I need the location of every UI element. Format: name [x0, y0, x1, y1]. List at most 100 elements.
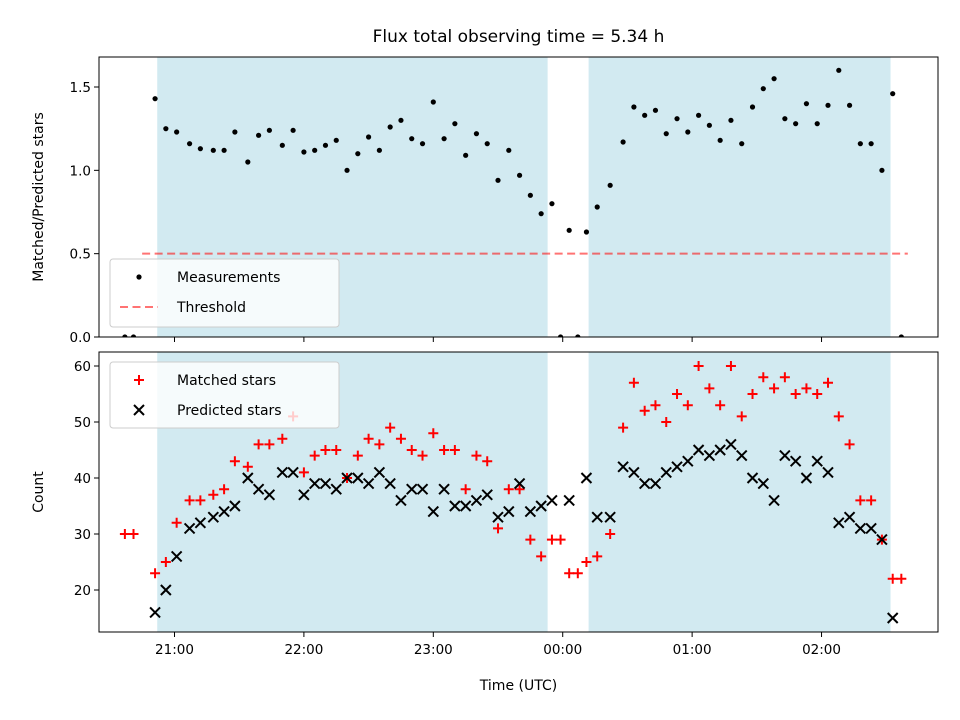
predicted-star-point — [229, 500, 241, 512]
x-tick-label: 02:00 — [802, 642, 841, 658]
x-tick-label: 23:00 — [414, 642, 453, 658]
matched-star-point — [331, 445, 342, 455]
measurement-point — [695, 112, 702, 118]
measurement-point — [652, 107, 659, 113]
measurement-point — [398, 117, 404, 123]
matched-star-point — [363, 433, 374, 444]
predicted-star-point — [671, 461, 683, 473]
predicted-star-point — [843, 511, 856, 523]
measurement-point — [594, 204, 600, 210]
predicted-star-point — [513, 477, 526, 490]
matched-star-point — [682, 400, 693, 411]
matched-star-point — [887, 573, 898, 584]
predicted-star-point — [757, 477, 770, 490]
predicted-star-point — [459, 500, 472, 512]
matched-star-point — [747, 389, 758, 399]
predicted-star-point — [160, 584, 172, 596]
matched-star-point — [564, 568, 575, 579]
measurement-point — [290, 127, 296, 133]
measurement-point — [575, 334, 581, 337]
measurement-point — [706, 122, 712, 128]
legend-label: Matched stars — [177, 373, 276, 389]
matched-star-point — [503, 484, 514, 495]
x-tick-label: 00:00 — [543, 642, 582, 658]
measurement-point — [583, 229, 590, 235]
matched-star-point — [428, 428, 439, 439]
matched-star-point — [208, 489, 219, 500]
matched-star-point — [833, 411, 844, 422]
panel-1-frame — [98, 56, 939, 338]
matched-star-point — [460, 484, 471, 495]
measurement-point — [279, 142, 285, 148]
predicted-star-point — [524, 505, 537, 518]
predicted-star-point — [308, 477, 321, 490]
legend-label: Threshold — [176, 300, 246, 316]
panel-2-frame — [98, 351, 939, 633]
measurement-point — [717, 137, 723, 143]
predicted-star-point — [789, 455, 802, 467]
y-tick-label: 30 — [74, 527, 91, 543]
measurement-point — [685, 129, 691, 135]
matched-star-point — [320, 445, 331, 455]
measurement-point — [631, 104, 637, 110]
measurement-point — [663, 131, 669, 137]
matched-star-point — [253, 439, 264, 450]
measurement-point — [186, 141, 193, 147]
y-axis-label: Count — [31, 471, 47, 513]
measurement-point — [221, 147, 227, 153]
y-tick-label: 0.5 — [70, 247, 91, 263]
predicted-star-point — [591, 511, 603, 523]
matched-star-point — [769, 383, 780, 394]
measurement-point — [256, 132, 262, 138]
matched-star-point — [628, 377, 639, 388]
measurement-point — [312, 147, 318, 153]
matched-star-point — [866, 495, 877, 506]
matched-star-point — [844, 439, 855, 450]
measurement-point — [527, 192, 533, 198]
measurement-point — [890, 91, 896, 97]
predicted-star-point — [207, 511, 220, 523]
predicted-star-point — [563, 494, 575, 507]
predicted-star-point — [617, 461, 629, 473]
matched-star-point — [119, 529, 130, 539]
matched-star-point — [581, 557, 592, 567]
measurement-point — [409, 136, 415, 142]
y-tick-label: 0.0 — [70, 330, 91, 346]
matched-star-point — [555, 534, 566, 545]
matched-star-point — [160, 557, 171, 567]
predicted-star-point — [170, 550, 183, 563]
measurement-point — [344, 167, 350, 173]
predicted-star-point — [183, 522, 196, 535]
matched-star-point — [801, 383, 812, 394]
measurement-point — [463, 152, 469, 158]
measurement-point — [376, 147, 382, 153]
matched-star-point — [693, 361, 704, 371]
matched-star-point — [823, 377, 834, 388]
matched-star-point — [661, 417, 672, 427]
measurement-point — [814, 121, 820, 127]
measurement-point — [441, 136, 447, 142]
matched-star-point — [482, 456, 493, 467]
matched-star-point — [514, 484, 525, 495]
y-tick-label: 1.0 — [70, 163, 91, 179]
observing-window-shade — [588, 352, 891, 632]
matched-star-point — [779, 372, 790, 383]
matched-star-point — [352, 450, 363, 461]
matched-star-point — [471, 450, 482, 461]
measurement-point — [607, 182, 613, 188]
predicted-star-point — [470, 494, 483, 507]
y-tick-label: 40 — [74, 471, 91, 487]
measurement-point — [739, 141, 745, 147]
measurement-point — [452, 121, 458, 127]
matched-star-point — [219, 484, 230, 495]
matched-star-point — [572, 568, 583, 579]
measurement-point — [495, 177, 501, 183]
measurement-point — [857, 141, 863, 147]
y-axis-label: Matched/Predicted stars — [31, 112, 47, 282]
measurement-point — [549, 201, 555, 207]
predicted-star-point — [628, 466, 640, 479]
matched-star-point — [736, 411, 747, 422]
measurement-point — [152, 96, 158, 102]
measurement-point — [879, 167, 885, 173]
